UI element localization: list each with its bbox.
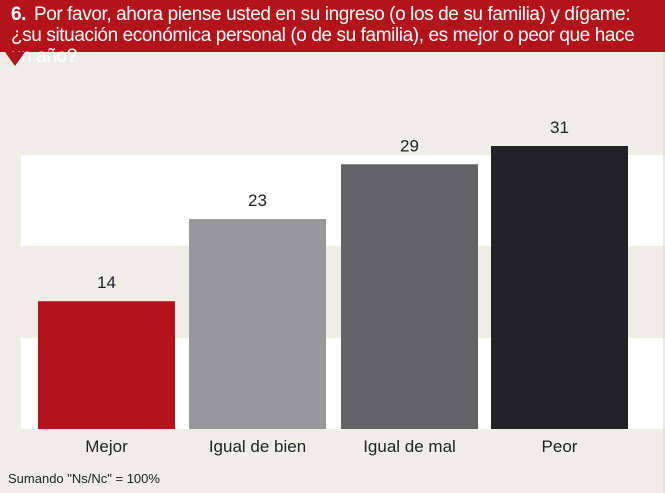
footnote: Sumando "Ns/Nc" = 100% xyxy=(8,471,160,486)
bar-mejor xyxy=(38,301,175,429)
value-label: 31 xyxy=(550,118,569,137)
bar-igual-de-mal xyxy=(341,164,478,430)
value-label: 23 xyxy=(248,191,267,210)
question-header: 6. Por favor, ahora piense usted en su i… xyxy=(0,0,665,67)
category-label: Igual de bien xyxy=(209,437,306,456)
value-label: 29 xyxy=(400,136,419,155)
question-text: Por favor, ahora piense usted en su ingr… xyxy=(11,4,635,67)
question-text-block: 6. Por favor, ahora piense usted en su i… xyxy=(11,4,656,67)
bars-group xyxy=(38,146,628,430)
category-label: Igual de mal xyxy=(363,437,456,456)
question-number: 6. xyxy=(11,4,27,25)
bar-peor xyxy=(491,146,628,429)
category-labels-group: Mejor Igual de bien Igual de mal Peor xyxy=(85,437,578,456)
category-label: Mejor xyxy=(85,437,128,456)
value-labels-group: 14 23 29 31 xyxy=(97,118,569,292)
category-label: Peor xyxy=(542,437,578,456)
bar-igual-de-bien xyxy=(189,219,326,429)
value-label: 14 xyxy=(97,273,116,292)
header-pointer xyxy=(5,52,25,66)
